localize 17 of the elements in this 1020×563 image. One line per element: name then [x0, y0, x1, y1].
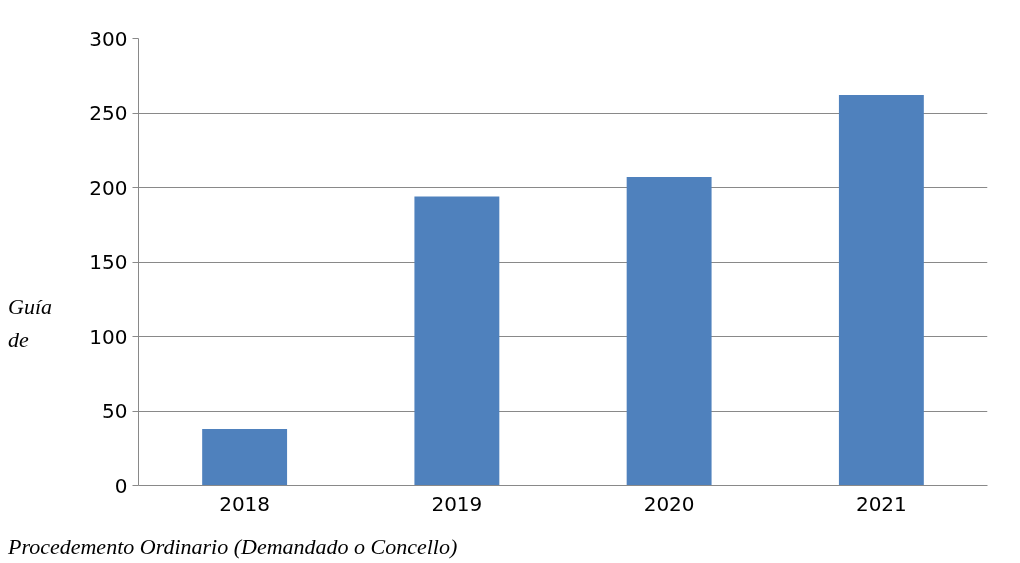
- y-tick-label: 50: [102, 399, 128, 423]
- y-tick-label: 0: [114, 473, 128, 498]
- y-tick-label: 100: [89, 324, 128, 349]
- y-tick-label: 200: [89, 175, 128, 200]
- bar: [414, 196, 500, 486]
- bar: [202, 428, 288, 486]
- y-tick-label: 250: [89, 101, 128, 125]
- y-tick-label: 150: [89, 250, 128, 274]
- x-tick-label: 2018: [219, 491, 271, 516]
- y-axis-title: Guía de: [8, 293, 53, 354]
- bar: [838, 95, 924, 486]
- x-tick-label: 2020: [643, 491, 695, 516]
- x-tick-label: 2021: [855, 491, 907, 516]
- x-tick-label: 2019: [431, 491, 483, 516]
- x-axis-title: Procedemento Ordinario (Demandado o Concello): [8, 533, 458, 561]
- y-tick-label: 300: [89, 26, 128, 51]
- bar: [626, 177, 712, 486]
